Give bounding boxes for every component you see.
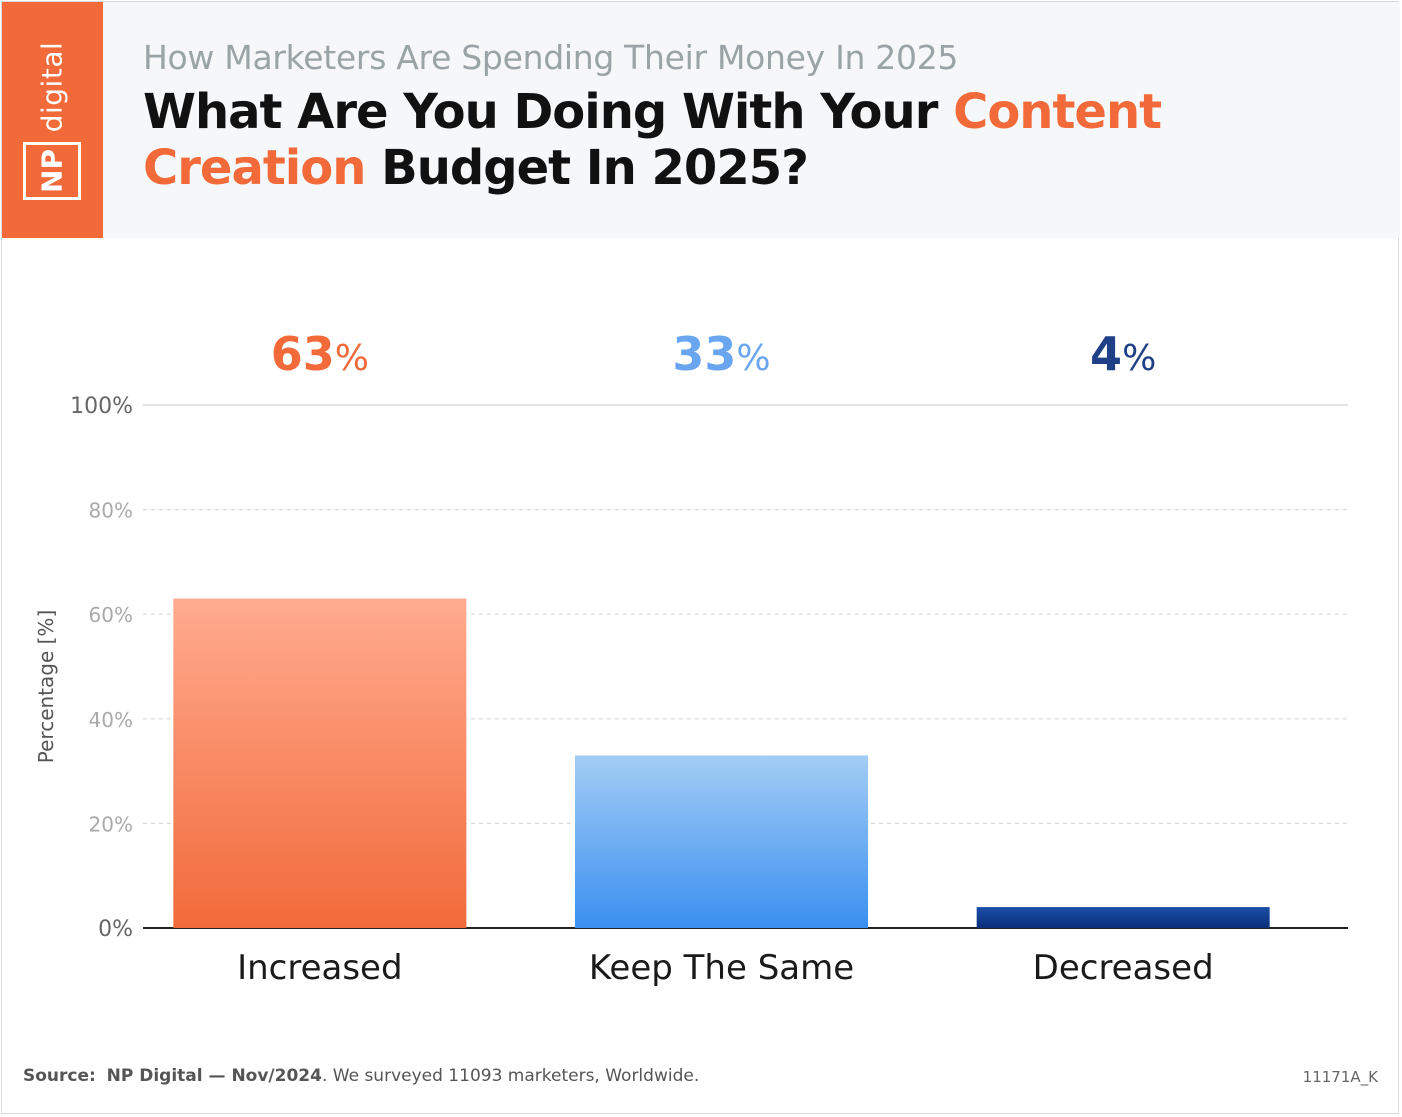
value-number: 63 [271, 327, 335, 381]
y-tick-label-0: 0% [98, 917, 133, 942]
y-tick-label-60: 60% [89, 603, 133, 627]
source-note: Source: NP Digital — Nov/2024. We survey… [23, 1066, 699, 1086]
title-part2: Budget In 2025? [365, 140, 809, 196]
y-tick-label-80: 80% [89, 499, 133, 523]
value-label: 4% [1090, 327, 1156, 381]
value-suffix: % [335, 338, 369, 379]
chart-code: 11171A_K [1302, 1068, 1378, 1086]
source-label: Source: [23, 1066, 96, 1086]
bar-decreased [976, 907, 1270, 928]
category-label: Decreased [1033, 948, 1214, 988]
y-tick-label-100: 100% [70, 394, 133, 419]
value-number: 33 [672, 327, 736, 381]
logo-mark-box: NP [23, 142, 81, 200]
y-axis-title: Percentage [%] [34, 610, 58, 763]
y-tick-label-40: 40% [89, 708, 133, 732]
bar-keep-the-same [575, 755, 868, 928]
value-label: 33% [672, 327, 770, 381]
value-suffix: % [736, 338, 770, 379]
value-number: 4 [1090, 327, 1122, 381]
value-label: 63% [271, 327, 369, 381]
source-name: NP Digital — Nov/2024 [106, 1066, 322, 1086]
chart-subtitle: How Marketers Are Spending Their Money I… [143, 38, 959, 77]
title-accent: Content Creation [143, 84, 1162, 196]
bar-increased [173, 598, 467, 928]
header-band [2, 2, 1400, 238]
title-part1: What Are You Doing With Your [143, 84, 954, 140]
value-suffix: % [1122, 338, 1156, 379]
chart-title: What Are You Doing With Your Content Cre… [143, 84, 1373, 196]
category-label: Keep The Same [589, 948, 854, 988]
np-digital-logo: digital NP [2, 2, 103, 238]
source-text: . We surveyed 11093 marketers, Worldwide… [321, 1066, 700, 1086]
y-tick-label-20: 20% [89, 812, 133, 836]
category-label: Increased [237, 948, 402, 988]
